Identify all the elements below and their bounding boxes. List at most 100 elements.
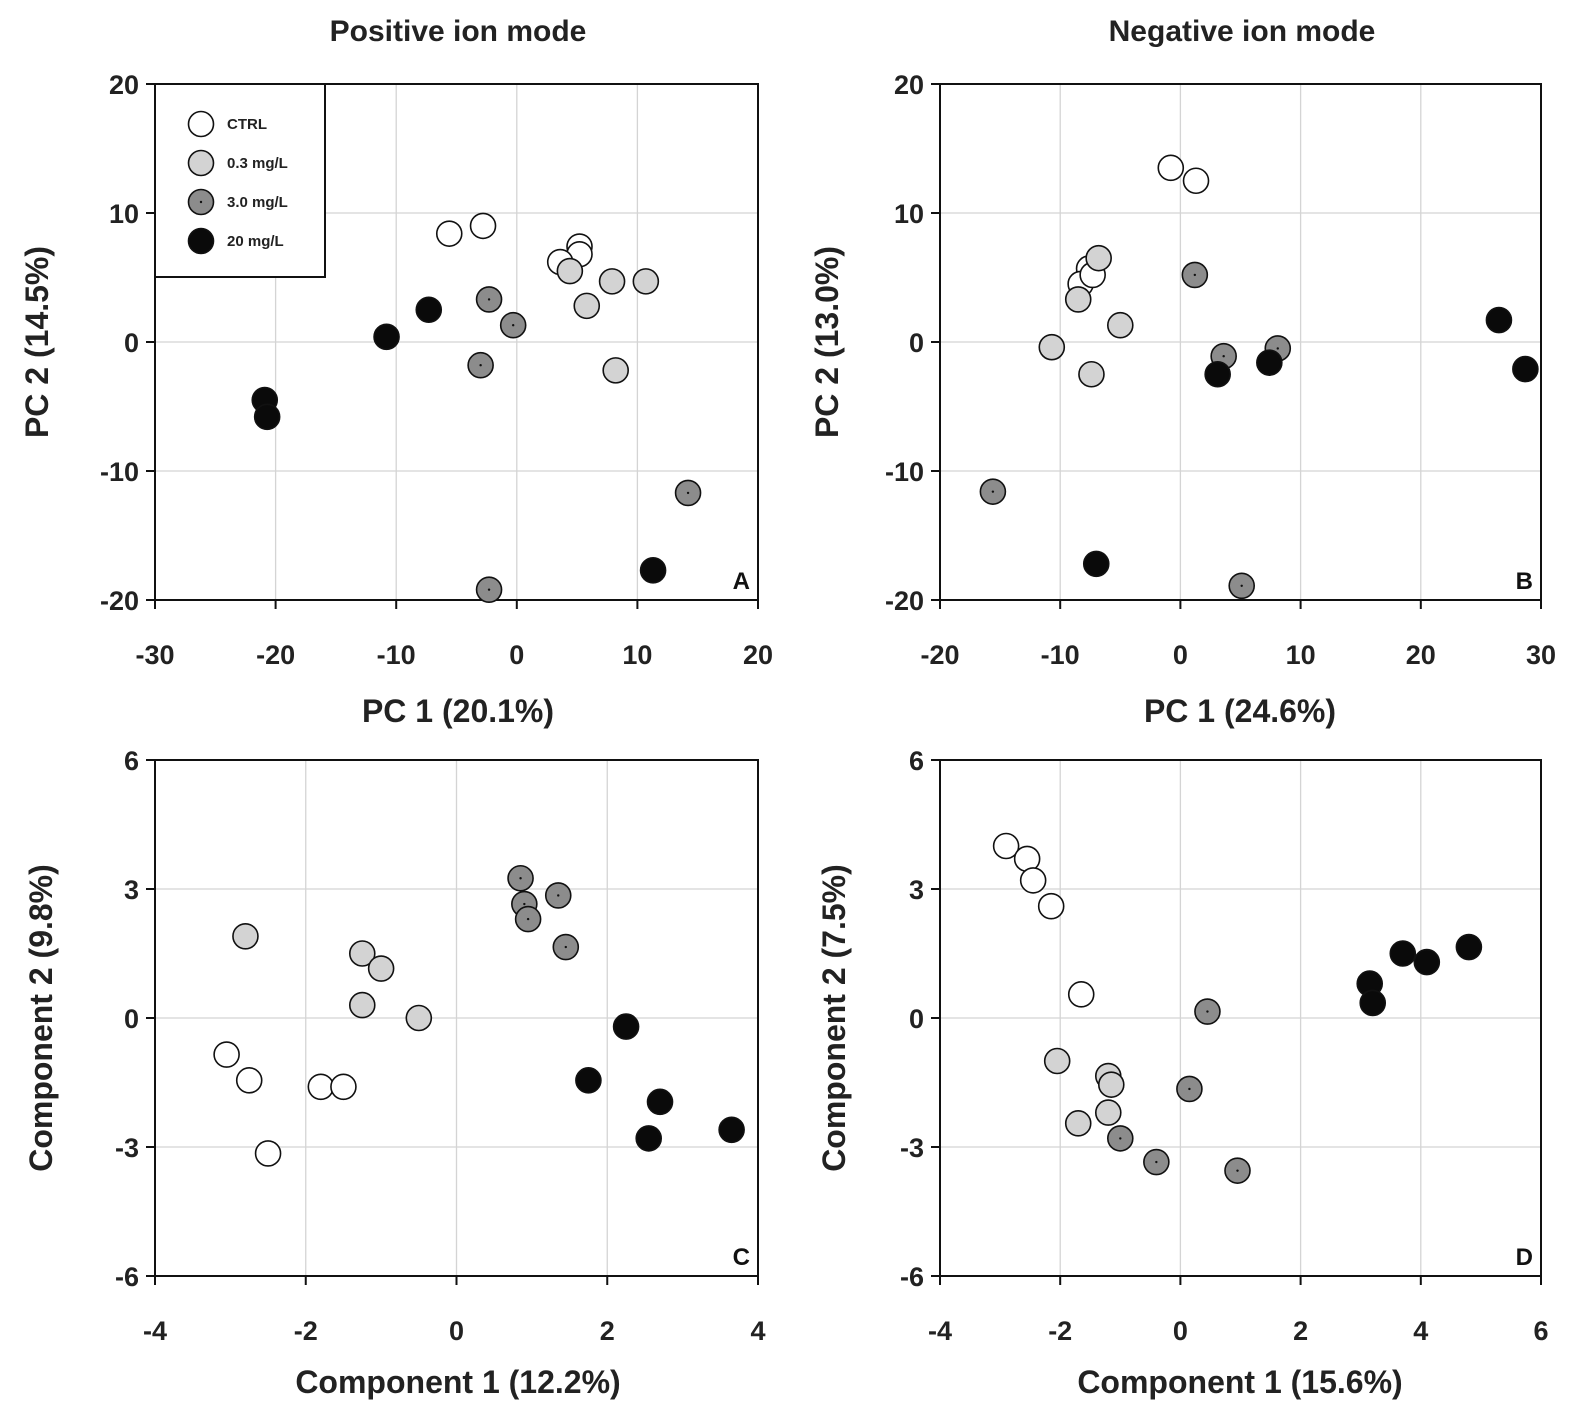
data-point: [405, 1004, 433, 1032]
x-tick-label: -20: [256, 640, 295, 670]
data-point-center-dot: [519, 877, 522, 880]
panel-letter: B: [1516, 568, 1533, 595]
series-3-0-mg-l: [1107, 998, 1251, 1184]
data-point: [718, 1116, 745, 1144]
series-0-3-mg-l: [556, 257, 660, 384]
panel-letter: A: [733, 568, 750, 595]
series-0-3-mg-l: [1043, 1047, 1125, 1137]
data-point-center-dot: [557, 894, 560, 897]
x-tick-label: -4: [928, 1316, 952, 1346]
data-point: [1182, 167, 1210, 195]
series-ctrl: [992, 832, 1095, 1008]
y-tick-label: 0: [909, 328, 924, 358]
data-point: [632, 268, 660, 295]
data-point: [1037, 892, 1065, 920]
data-point: [1389, 940, 1417, 967]
x-tick-label: -10: [377, 640, 416, 670]
series-20-mg-l: [251, 296, 667, 584]
data-point: [348, 940, 376, 967]
legend-marker: [187, 227, 215, 255]
series-3-0-mg-l: [507, 864, 580, 961]
data-point-center-dot: [523, 902, 526, 906]
data-point: [1064, 286, 1092, 313]
y-tick-label: 6: [124, 746, 139, 776]
data-point: [1359, 989, 1387, 1017]
data-point: [575, 1067, 602, 1094]
data-point: [1097, 1071, 1125, 1098]
data-point: [992, 832, 1020, 860]
right-column-title: Negative ion mode: [1109, 15, 1376, 48]
series-0-3-mg-l: [1038, 244, 1134, 388]
data-point: [1107, 311, 1134, 339]
series-0-3-mg-l: [232, 922, 433, 1032]
legend-marker: [187, 149, 215, 177]
data-point-center-dot: [1222, 354, 1225, 358]
data-point-center-dot: [1155, 1160, 1158, 1164]
y-tick-label: 20: [894, 70, 924, 100]
data-point: [612, 1013, 640, 1040]
legend-label: 3.0 mg/L: [227, 194, 288, 211]
data-point-center-dot: [1240, 584, 1243, 588]
x-axis-label: Component 1 (12.2%): [295, 1364, 620, 1400]
data-point: [254, 1140, 282, 1167]
data-point: [469, 212, 497, 240]
x-tick-label: 0: [509, 640, 524, 670]
data-point: [1485, 306, 1513, 334]
data-point: [373, 323, 400, 351]
x-tick-label: 30: [1526, 640, 1556, 670]
series-3-0-mg-l: [979, 261, 1292, 600]
x-tick-label: 20: [1406, 640, 1436, 670]
data-point: [232, 922, 259, 950]
y-tick-label: 20: [109, 70, 139, 100]
x-tick-label: -4: [143, 1316, 167, 1346]
y-tick-label: 0: [124, 328, 139, 358]
x-tick-label: 6: [1533, 1316, 1548, 1346]
series-20-mg-l: [1356, 933, 1483, 1017]
y-axis-label: Component 2 (7.5%): [816, 864, 852, 1172]
data-point-center-dot: [991, 490, 995, 493]
data-point: [646, 1088, 674, 1116]
x-tick-label: 0: [1173, 640, 1188, 670]
data-point: [348, 991, 376, 1019]
y-tick-label: -6: [900, 1262, 924, 1292]
data-point: [1157, 154, 1185, 182]
x-tick-label: 0: [1173, 1316, 1188, 1346]
x-axis-label: Component 1 (15.6%): [1077, 1364, 1402, 1400]
x-tick-label: 10: [1286, 640, 1316, 670]
data-point: [1085, 244, 1112, 272]
data-point-center-dot: [487, 298, 491, 301]
x-tick-label: -2: [294, 1316, 318, 1346]
x-tick-label: 0: [449, 1316, 464, 1346]
y-tick-label: -6: [115, 1262, 139, 1292]
series-20-mg-l: [1082, 306, 1539, 578]
data-point-center-dot: [511, 324, 515, 327]
legend-label: 20 mg/L: [227, 233, 284, 250]
y-axis-label: Component 2 (9.8%): [23, 864, 59, 1172]
y-axis-label: PC 2 (13.0%): [809, 246, 845, 438]
legend-marker: [187, 110, 215, 138]
data-point: [1064, 1110, 1092, 1137]
data-point-center-dot: [1236, 1169, 1239, 1172]
y-tick-label: -3: [115, 1133, 139, 1163]
series-3-0-mg-l: [467, 286, 702, 603]
panel-b: -20 -10 0 10 20 30 20 10 0 -10 -20 PC 1 (24.6%) PC 2…: [809, 70, 1556, 729]
data-point: [1455, 933, 1483, 961]
data-point: [1512, 355, 1539, 383]
y-tick-label: -20: [885, 586, 924, 616]
data-point-center-dot: [1276, 347, 1279, 350]
y-tick-label: -10: [885, 457, 924, 487]
data-point: [367, 955, 395, 982]
x-tick-label: 4: [750, 1316, 765, 1346]
data-point: [330, 1073, 357, 1101]
y-tick-label: -20: [100, 586, 139, 616]
x-tick-label: 20: [743, 640, 773, 670]
data-point: [556, 257, 584, 285]
data-point: [602, 357, 629, 384]
x-axis-label: PC 1 (24.6%): [1144, 693, 1336, 729]
legend-marker-dot: [199, 200, 203, 204]
x-tick-label: 2: [1293, 1316, 1308, 1346]
legend-label: 0.3 mg/L: [227, 155, 288, 172]
data-point: [213, 1041, 240, 1068]
data-point-center-dot: [479, 364, 482, 367]
